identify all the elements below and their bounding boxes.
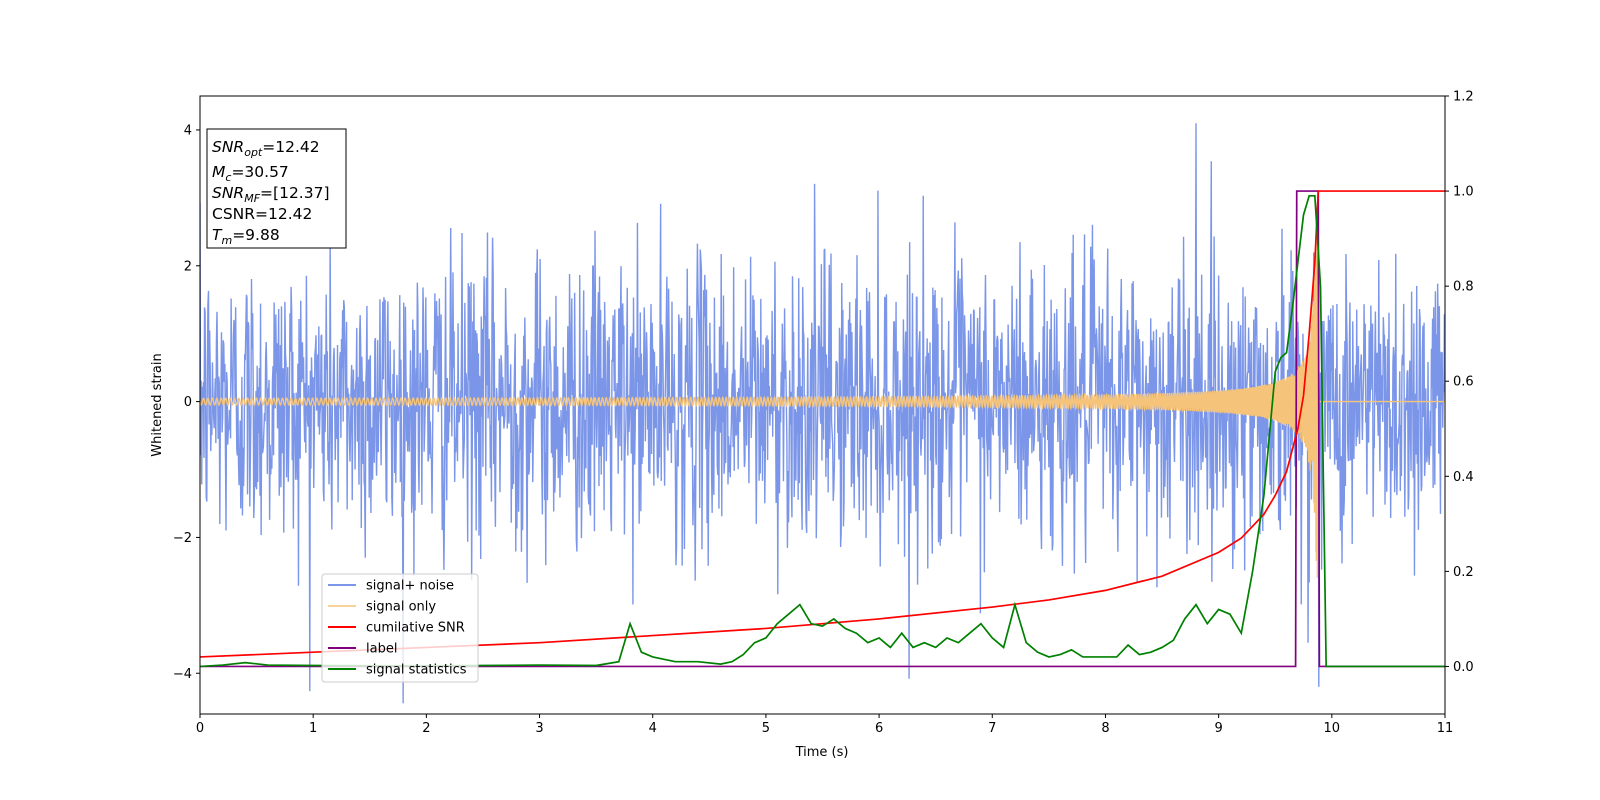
- x-tick-label: 0: [196, 721, 204, 736]
- x-tick-label: 2: [422, 721, 430, 736]
- y-tick-left-label: 4: [184, 123, 192, 138]
- y-tick-right-label: 1.2: [1453, 90, 1474, 105]
- x-tick-label: 9: [1214, 721, 1222, 736]
- y-tick-right-label: 0.2: [1453, 565, 1474, 580]
- x-tick-label: 4: [649, 721, 657, 736]
- x-tick-label: 3: [535, 721, 543, 736]
- y-tick-left-label: 2: [184, 259, 192, 274]
- y-tick-right-label: 0.4: [1453, 470, 1474, 485]
- axes-frame: [199, 95, 1446, 715]
- series-signal-only: [200, 226, 1445, 578]
- x-tick-label: 6: [875, 721, 883, 736]
- legend-entry-label: cumilative SNR: [366, 621, 465, 636]
- series-signal-plus-noise: [200, 123, 1445, 704]
- y-tick-right-label: 0.8: [1453, 280, 1474, 295]
- series-cumilative-snr: [200, 190, 1445, 658]
- info-box-line: CSNR=12.42: [212, 205, 312, 223]
- info-box-line: SNRMF=[12.37]: [212, 184, 330, 205]
- x-tick-label: 11: [1437, 721, 1454, 736]
- legend-entry-label: label: [366, 642, 397, 657]
- legend-frame: [321, 573, 479, 683]
- x-tick-label: 5: [762, 721, 770, 736]
- x-tick-label: 1: [309, 721, 317, 736]
- x-tick-label: 10: [1324, 721, 1341, 736]
- legend-entry-label: signal+ noise: [366, 579, 454, 594]
- x-tick-label: 7: [988, 721, 996, 736]
- legend-entry-label: signal only: [366, 600, 436, 615]
- info-box-line: SNRopt=12.42: [212, 138, 320, 159]
- x-axis-label: Time (s): [795, 745, 849, 760]
- plot-area: [200, 123, 1445, 704]
- info-box: SNRopt=12.42 Mc=30.57SNRMF=[12.37]CSNR=12…: [206, 128, 347, 249]
- legend-entry-label: signal statistics: [366, 663, 467, 678]
- info-box-line: Tm=9.88: [212, 226, 280, 247]
- y-tick-left-label: 0: [184, 395, 192, 410]
- y-tick-left-label: −4: [173, 667, 192, 682]
- legend: signal+ noise signal only cumilative SNR la…: [321, 573, 479, 683]
- y-tick-right-label: 1.0: [1453, 185, 1474, 200]
- y-tick-right-label: 0.6: [1453, 375, 1474, 390]
- info-box-frame: [206, 128, 347, 249]
- series-signal-statistics: [200, 194, 1445, 668]
- y-axis-label: Whitened strain: [150, 353, 165, 456]
- x-tick-label: 8: [1101, 721, 1109, 736]
- axes-ticks: 0 1 2 3 4 5 6 7 8 9 10 11 −4 −2 0 2 4 0.0 0.2 0.4 0.6 0.8 1.0 1…: [173, 90, 1474, 737]
- y-tick-left-label: −2: [173, 531, 192, 546]
- info-box-line: Mc=30.57: [212, 163, 289, 184]
- y-tick-right-label: 0.0: [1453, 660, 1474, 675]
